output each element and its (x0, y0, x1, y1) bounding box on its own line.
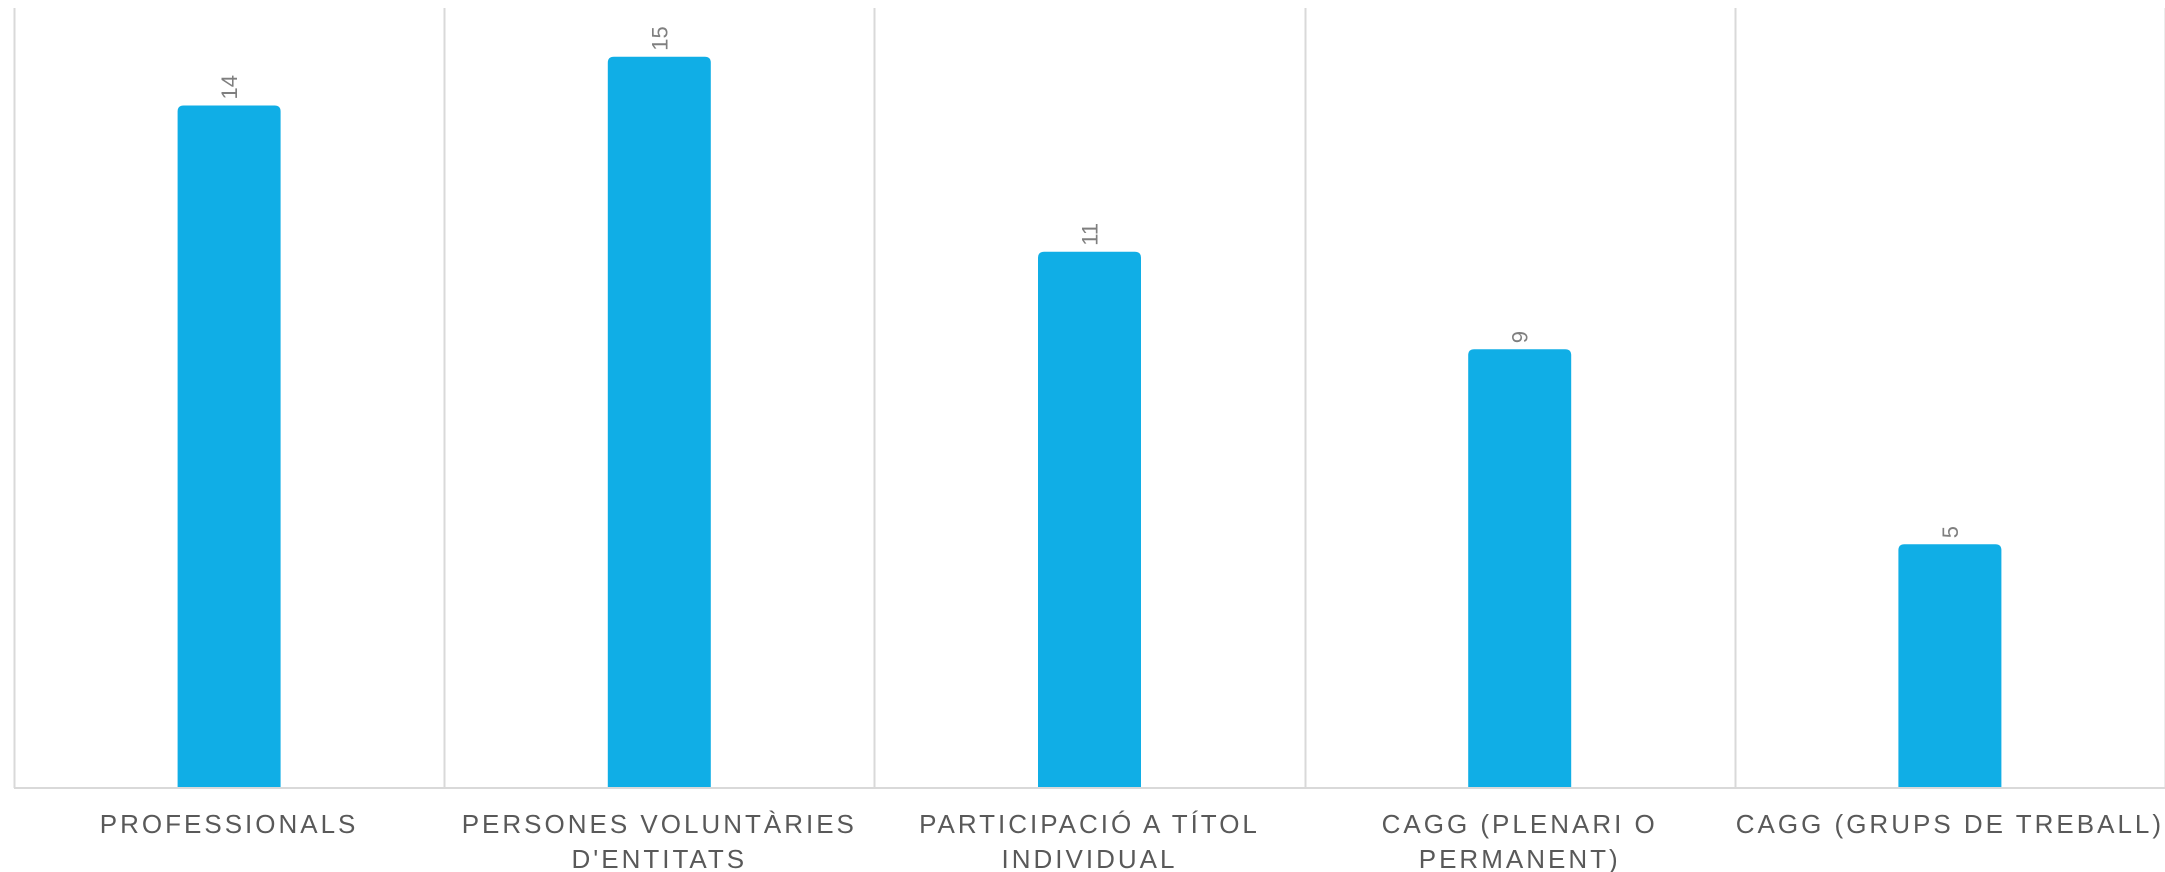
bar (1468, 349, 1572, 788)
data-label: 15 (647, 26, 672, 50)
data-label: 14 (217, 75, 242, 99)
category-label: PARTICIPACIÓ A TÍTOL (919, 809, 1260, 839)
category-label: D'ENTITATS (572, 844, 748, 872)
data-labels: 14 15 11 9 5 (217, 26, 1963, 538)
category-label: PERMANENT) (1419, 844, 1621, 872)
grid-lines (13, 8, 2165, 788)
category-labels: PROFESSIONALS PERSONES VOLUNTÀRIES D'ENTIT… (100, 809, 2164, 872)
category-label: INDIVIDUAL (1002, 844, 1178, 872)
bar (177, 105, 281, 788)
category-label: PROFESSIONALS (100, 809, 359, 839)
bar (1038, 251, 1141, 788)
data-label: 5 (1938, 526, 1963, 538)
bars (177, 56, 2002, 788)
category-label: CAGG (GRUPS DE TREBALL) (1736, 809, 2164, 839)
bar (1898, 544, 2002, 788)
category-label: PERSONES VOLUNTÀRIES (462, 809, 857, 839)
category-label: CAGG (PLENARI O (1382, 809, 1658, 839)
bar (607, 56, 711, 788)
data-label: 9 (1508, 331, 1533, 343)
data-label: 11 (1078, 223, 1103, 246)
